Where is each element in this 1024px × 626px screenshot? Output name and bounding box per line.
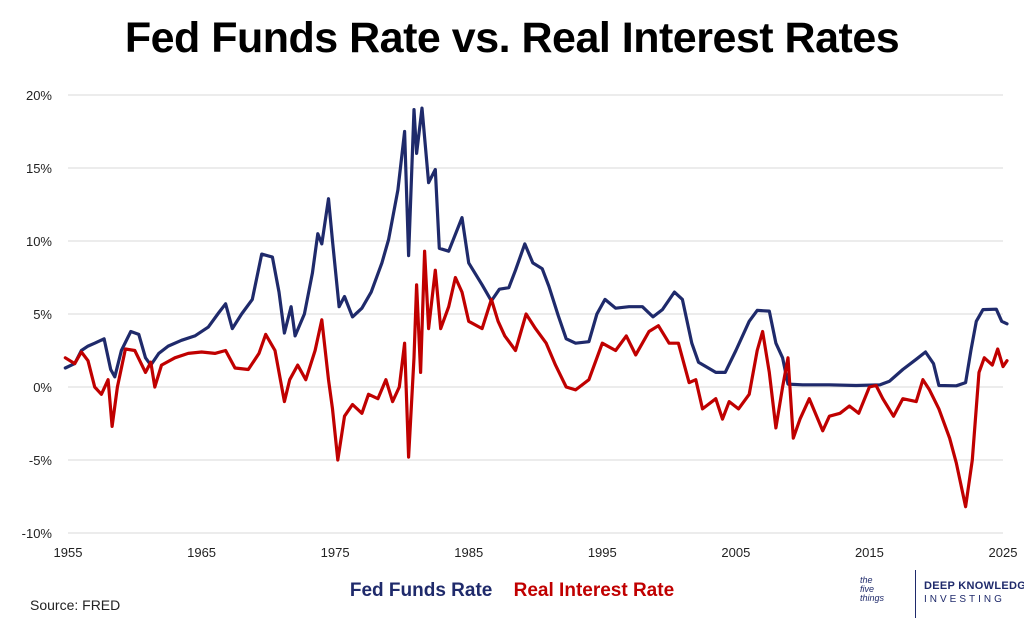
logo-mark-line: things — [860, 593, 885, 603]
x-tick-label: 2025 — [989, 545, 1018, 560]
axes: 20% 15% 10% 5% 0% -5% -10%1955 1965 1975 1985 1995… — [22, 88, 1018, 560]
legend-item-fed-funds-rate: Fed Funds Rate — [349, 580, 493, 601]
y-tick-label: 15% — [26, 161, 52, 176]
logo-mark-line: five — [860, 584, 875, 594]
x-tick-label: 1965 — [187, 545, 216, 560]
legend-item-real-interest-rate: Real Interest Rate — [513, 580, 675, 601]
series-line-real-interest-rate — [63, 249, 1009, 509]
x-tick-label: 2005 — [721, 545, 750, 560]
logo-divider — [915, 570, 916, 618]
y-tick-label: 0% — [33, 380, 52, 395]
y-tick-label: -5% — [29, 453, 53, 468]
y-tick-label: -10% — [22, 526, 53, 541]
chart-title: Fed Funds Rate vs. Real Interest Rates — [124, 14, 900, 62]
logo-text-line1: DEEP KNOWLEDGE — [924, 580, 1024, 592]
x-tick-label: 1955 — [54, 545, 83, 560]
series-line-fed-funds-rate — [63, 106, 1009, 388]
x-tick-label: 2015 — [855, 545, 884, 560]
y-tick-label: 10% — [26, 234, 52, 249]
five-things-logo-mark: the five things — [860, 576, 904, 612]
series-lines — [63, 106, 1009, 509]
x-tick-label: 1975 — [321, 545, 350, 560]
legend: Fed Funds Rate Real Interest Rate — [0, 580, 1024, 602]
source-note: Source: FRED — [30, 597, 121, 613]
logo-text-line2: INVESTING — [924, 594, 1005, 605]
x-tick-label: 1985 — [454, 545, 483, 560]
y-tick-label: 20% — [26, 88, 52, 103]
y-tick-label: 5% — [33, 307, 52, 322]
brand-logo: the five things DEEP KNOWLEDGE INVESTING — [860, 570, 1024, 620]
gridlines — [68, 94, 1003, 534]
logo-mark-line: the — [860, 575, 873, 585]
x-tick-label: 1995 — [588, 545, 617, 560]
